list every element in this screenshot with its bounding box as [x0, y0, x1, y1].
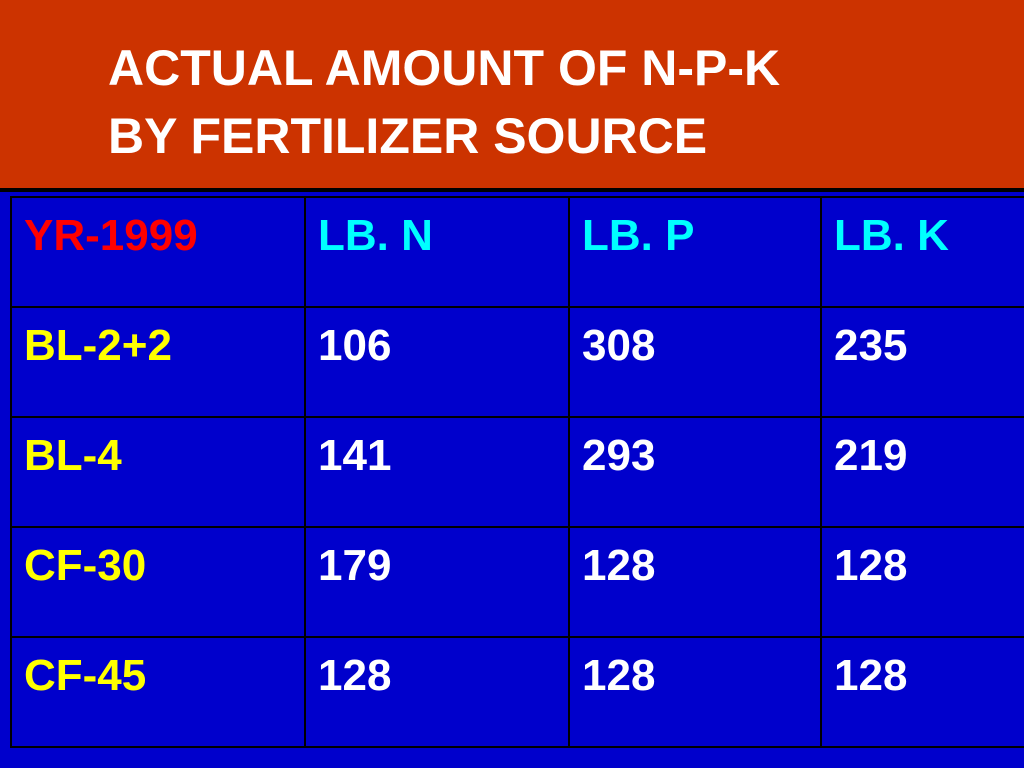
- table-row: CF-45 128 128 128: [10, 636, 1024, 748]
- header-year: YR-1999: [10, 196, 306, 308]
- table-row: BL-2+2 106 308 235: [10, 306, 1024, 418]
- cell-value: 128: [304, 636, 570, 748]
- slide-title-line-1: ACTUAL AMOUNT OF N-P-K: [108, 40, 781, 96]
- cell-value: 128: [820, 526, 1024, 638]
- cell-value: 235: [820, 306, 1024, 418]
- cell-value: 219: [820, 416, 1024, 528]
- header-lb-p: LB. P: [568, 196, 822, 308]
- cell-value: 308: [568, 306, 822, 418]
- cell-value: 128: [568, 636, 822, 748]
- cell-value: 128: [568, 526, 822, 638]
- cell-value: 141: [304, 416, 570, 528]
- slide-title-line-2: BY FERTILIZER SOURCE: [108, 108, 708, 164]
- table-row: CF-30 179 128 128: [10, 526, 1024, 638]
- cell-value: 106: [304, 306, 570, 418]
- cell-value: 293: [568, 416, 822, 528]
- title-bar: ACTUAL AMOUNT OF N-P-K BY FERTILIZER SOU…: [0, 0, 1024, 192]
- row-label: CF-45: [10, 636, 306, 748]
- header-lb-n: LB. N: [304, 196, 570, 308]
- row-label: CF-30: [10, 526, 306, 638]
- cell-value: 179: [304, 526, 570, 638]
- npk-table: YR-1999 LB. N LB. P LB. K BL-2+2 106 308…: [10, 196, 1024, 748]
- table-row: BL-4 141 293 219: [10, 416, 1024, 528]
- table-header-row: YR-1999 LB. N LB. P LB. K: [10, 196, 1024, 308]
- header-lb-k: LB. K: [820, 196, 1024, 308]
- row-label: BL-2+2: [10, 306, 306, 418]
- row-label: BL-4: [10, 416, 306, 528]
- cell-value: 128: [820, 636, 1024, 748]
